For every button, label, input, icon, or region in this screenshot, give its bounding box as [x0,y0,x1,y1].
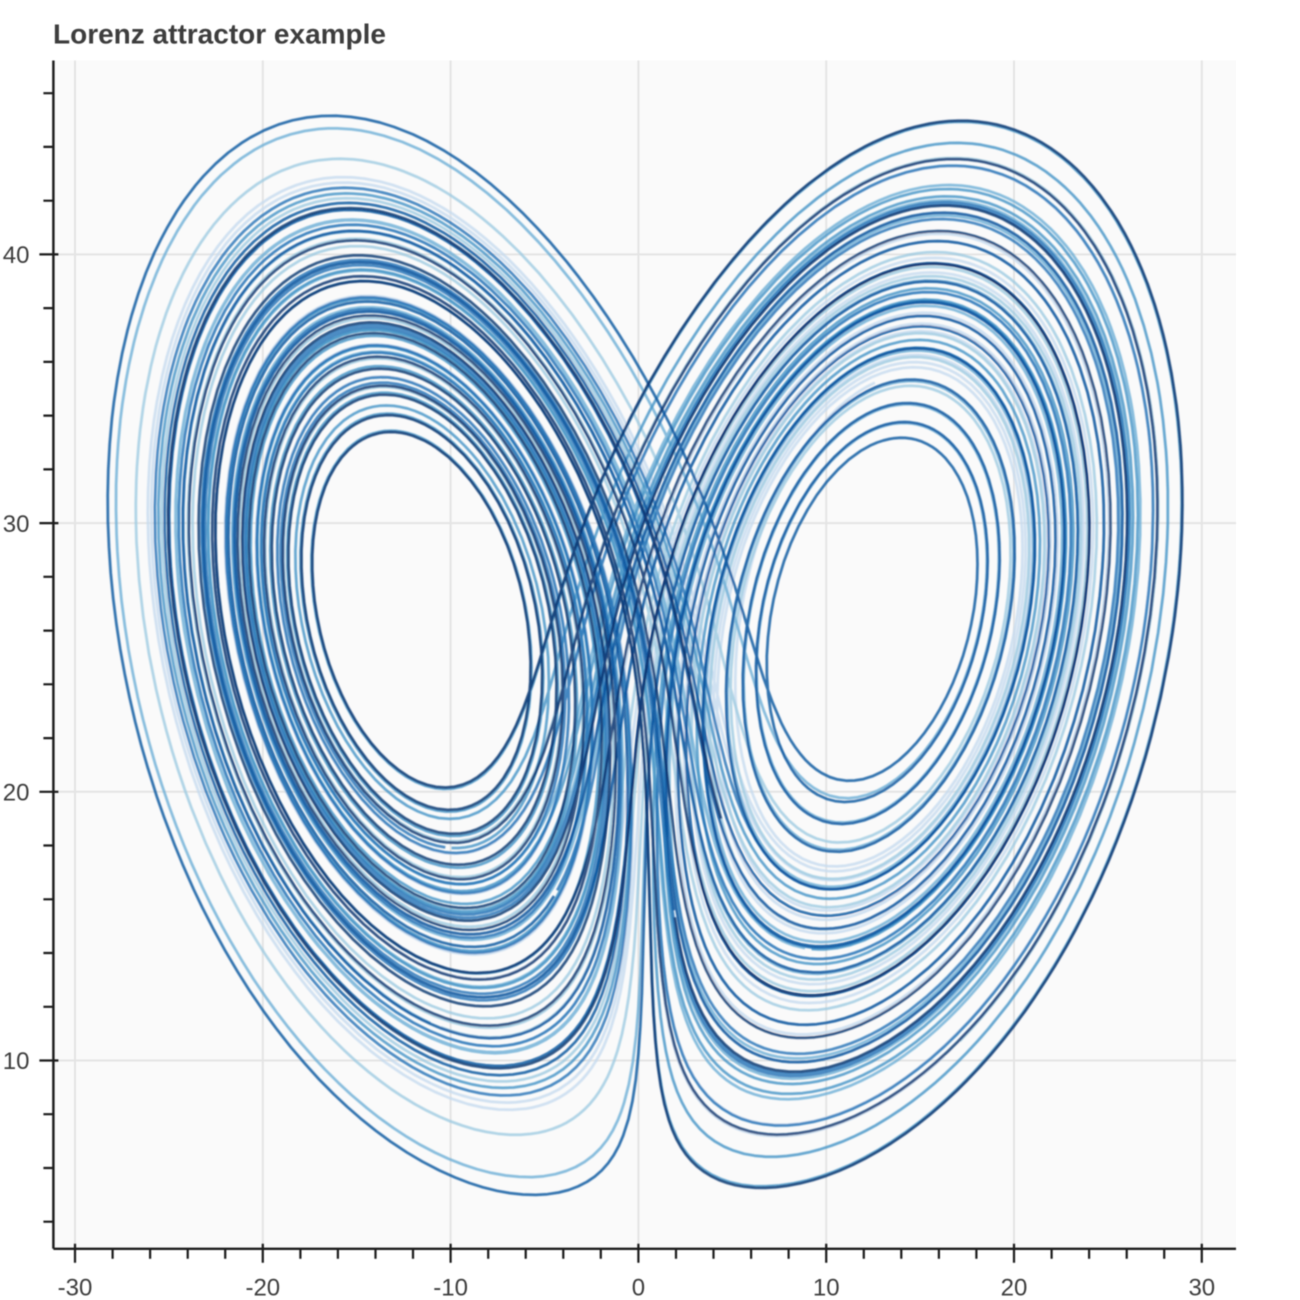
svg-text:-20: -20 [245,1275,280,1300]
svg-text:Lorenz attractor example: Lorenz attractor example [53,19,386,50]
svg-text:-10: -10 [433,1275,468,1300]
svg-text:40: 40 [3,242,30,269]
svg-text:0: 0 [632,1275,645,1300]
svg-text:10: 10 [3,1048,30,1075]
svg-text:10: 10 [813,1275,840,1300]
svg-text:30: 30 [3,511,30,538]
svg-text:-30: -30 [58,1275,93,1300]
svg-text:20: 20 [3,780,30,807]
svg-text:20: 20 [1001,1275,1028,1300]
svg-text:30: 30 [1188,1275,1215,1300]
